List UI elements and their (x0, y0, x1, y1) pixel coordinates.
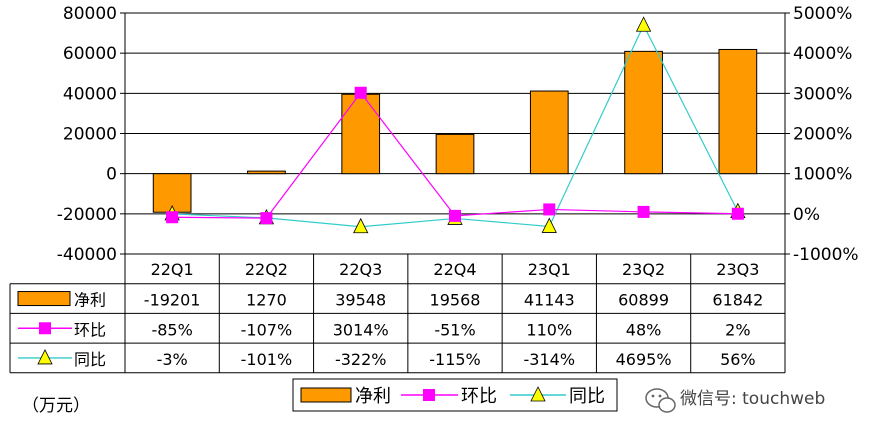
legend-label: 环比 (461, 386, 497, 407)
line-series (164, 16, 746, 234)
table-cell: -101% (241, 350, 293, 369)
y2-tick-label: 4000% (793, 44, 852, 64)
table-cell: 110% (526, 320, 572, 339)
category-label: 23Q1 (528, 260, 571, 279)
square-marker (166, 211, 179, 224)
y2-tick-label: 5000% (793, 4, 852, 24)
data-table: 22Q1 22Q2 22Q3 22Q4 23Q1 23Q2 23Q3 净利 -19201 1270… (9, 253, 786, 374)
legend: 净利 环比 同比 (292, 378, 618, 412)
bar-series (152, 48, 758, 213)
table-cell: 2% (725, 320, 750, 339)
category-label: 23Q2 (622, 260, 665, 279)
row-series-name: 净利 (74, 291, 106, 310)
table-cell: 39548 (335, 291, 386, 310)
table-cell: 56% (720, 350, 756, 369)
table-cell: 41143 (524, 291, 575, 310)
table-cell: 60899 (618, 291, 669, 310)
unit-label: （万元） (22, 396, 90, 416)
y-tick-label: 20000 (63, 125, 117, 145)
category-label: 22Q4 (433, 260, 476, 279)
y2-tick-label: 3000% (793, 84, 852, 104)
category-label: 22Q3 (339, 260, 382, 279)
table-cell: 1270 (246, 291, 287, 310)
bar (718, 48, 758, 175)
y-tick-label: 40000 (63, 84, 117, 104)
row-legend-marker (39, 322, 51, 335)
bar (341, 93, 381, 175)
table-cell: 19568 (430, 291, 481, 310)
table-cell: -314% (524, 350, 576, 369)
table-cell: 61842 (712, 291, 763, 310)
square-marker (354, 86, 367, 99)
table-cell: -322% (335, 350, 387, 369)
square-marker (731, 207, 744, 220)
bar (529, 90, 569, 175)
table-cell: 48% (626, 320, 662, 339)
y2-tick-label: 2000% (793, 125, 852, 145)
triangle-marker (635, 16, 652, 32)
table-cell: -51% (434, 320, 475, 339)
y-tick-label: 60000 (63, 44, 117, 64)
category-label: 23Q3 (716, 260, 759, 279)
triangle-marker (353, 217, 369, 234)
watermark-text: 微信号: touchweb (680, 389, 825, 409)
row-legend-marker (37, 349, 53, 365)
legend-marker (530, 386, 546, 402)
table-cell: 4695% (616, 350, 672, 369)
y2-tick-label: 1000% (793, 165, 852, 185)
legend-label: 同比 (569, 386, 605, 407)
table-cell: -3% (157, 350, 188, 369)
square-marker (449, 209, 461, 222)
bar (247, 170, 286, 175)
bar (435, 133, 475, 175)
square-marker (260, 212, 273, 225)
watermark: 微信号: touchweb (645, 388, 825, 413)
axes: 80000 60000 40000 20000 0 -20000 -40000 5000% 40… (57, 4, 859, 265)
triangle-marker (541, 217, 557, 233)
row-series-name: 环比 (74, 320, 106, 339)
y-tick-label: -40000 (57, 245, 117, 265)
table-cell: -107% (241, 320, 293, 339)
legend-swatch (300, 387, 352, 403)
table-cell: -85% (151, 320, 192, 339)
wechat-icon (645, 388, 676, 413)
y2-tick-label: 0% (793, 205, 820, 225)
square-marker (637, 205, 650, 218)
row-series-name: 同比 (74, 350, 106, 369)
bar (624, 50, 663, 175)
square-marker (543, 203, 556, 216)
legend-label: 净利 (355, 386, 391, 407)
row-legend-swatch (17, 291, 71, 307)
y2-tick-label: -1000% (793, 245, 859, 265)
y-tick-label: 80000 (63, 4, 117, 24)
category-label: 22Q1 (151, 260, 194, 279)
y-tick-label: 0 (106, 165, 117, 185)
table-cell: -115% (429, 350, 481, 369)
y-tick-label: -20000 (57, 205, 117, 225)
legend-marker (423, 389, 435, 401)
table-cell: -19201 (144, 291, 201, 310)
table-cell: 3014% (333, 320, 389, 339)
category-label: 22Q2 (245, 260, 288, 279)
